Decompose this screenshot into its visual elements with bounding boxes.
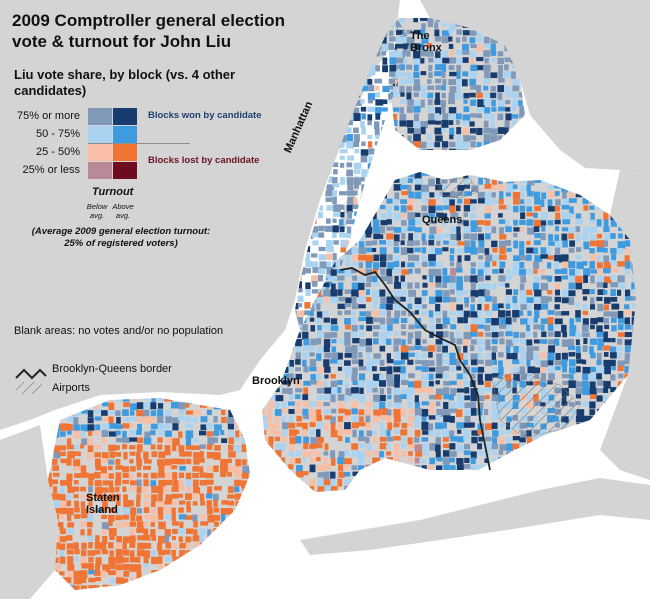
swatch-75-below	[88, 108, 112, 125]
swatch-75-above	[113, 108, 137, 125]
legend-subtitle: Liu vote share, by block (vs. 4 other ca…	[14, 67, 236, 98]
airport-legend-swatch	[16, 382, 42, 394]
brooklyn-queens-border	[339, 267, 491, 471]
airports-legend-label: Airports	[52, 382, 90, 394]
nj-land	[0, 0, 400, 430]
label-staten-island: Staten Island	[86, 492, 120, 516]
westchester-land	[420, 0, 650, 175]
swatch-0-below	[88, 162, 112, 179]
blank-areas-note: Blank areas: no votes and/or no populati…	[14, 325, 224, 337]
laguardia-airport	[439, 177, 479, 199]
above-avg-label: Above avg.	[112, 202, 134, 220]
jfk-airport	[491, 371, 581, 439]
swatch-25-below	[88, 144, 112, 161]
label-brooklyn: Brooklyn	[252, 375, 300, 387]
legend-swatches	[88, 108, 190, 179]
swatch-25-above	[113, 144, 137, 161]
below-avg-label: Below avg.	[86, 202, 108, 220]
label-bronx: The Bronx	[410, 30, 442, 54]
map-title: 2009 Comptroller general election vote &…	[12, 11, 286, 51]
swatch-50-above	[113, 126, 137, 143]
longisland-land	[600, 170, 650, 480]
legend-row-50: 50 - 75%	[35, 128, 80, 140]
legend-row-0: 25% or less	[22, 164, 80, 176]
swatch-50-below	[88, 126, 112, 143]
average-turnout-note: (Average 2009 general election turnout: …	[31, 226, 211, 249]
swatch-0-above	[113, 162, 137, 179]
rockaway-land	[300, 478, 650, 555]
legend-row-75: 75% or more	[17, 110, 80, 122]
nj-lower-land	[0, 425, 58, 599]
legend-lost-label: Blocks lost by candidate	[148, 155, 260, 166]
legend-row-25: 25 - 50%	[35, 146, 80, 158]
legend-won-label: Blocks won by candidate	[148, 110, 262, 121]
label-queens: Queens	[422, 214, 463, 226]
border-legend-line	[15, 368, 47, 380]
border-legend-label: Brooklyn-Queens border	[52, 363, 172, 375]
turnout-label: Turnout	[92, 186, 134, 198]
